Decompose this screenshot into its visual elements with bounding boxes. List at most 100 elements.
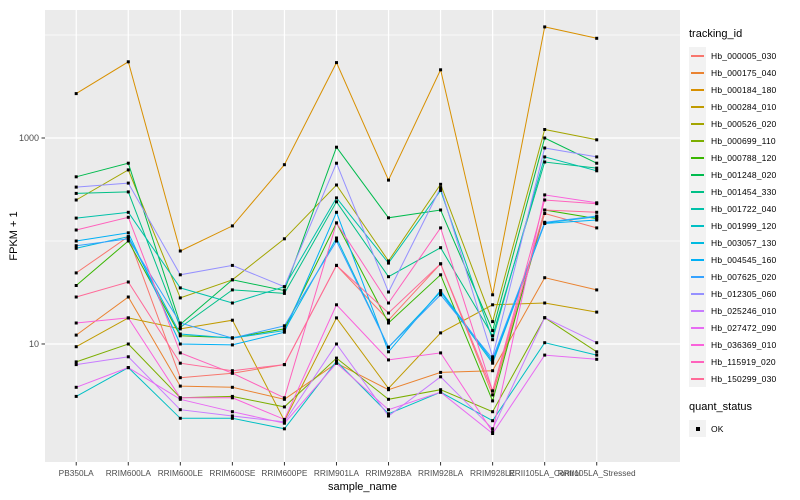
legend-line-key-icon: [689, 81, 706, 98]
legend-entry-Hb_036369_010: Hb_036369_010: [689, 336, 799, 353]
data-point-Hb_001454_330-RRII105LA_Control: [543, 160, 547, 164]
data-point-Hb_000526_020-RRIM600LE: [178, 296, 182, 300]
x-tick-label-RRIM928BA: RRIM928BA: [365, 468, 412, 478]
legend-entry-Hb_000005_030: Hb_000005_030: [689, 47, 799, 64]
data-point-Hb_000175_040-PB350LA: [74, 333, 78, 337]
legend-label: Hb_001999_120: [711, 220, 777, 231]
legend-label: Hb_000788_120: [711, 152, 777, 163]
data-point-Hb_000184_180-RRII105LA_Stressed: [595, 36, 599, 40]
data-point-Hb_001454_330-RRIM600PE: [282, 291, 286, 295]
data-point-Hb_150299_030-RRIM928BA: [387, 311, 390, 315]
data-point-Hb_036369_010-RRIM600PE: [282, 417, 286, 421]
data-point-Hb_000284_010-RRIM600SE: [230, 318, 234, 322]
data-point-Hb_150299_030-RRIM928LA: [439, 262, 443, 266]
data-point-Hb_150299_030-RRII105LA_Stressed: [595, 210, 599, 214]
data-point-Hb_000175_040-RRIM928LE: [491, 369, 495, 373]
legend-label: Hb_007625_020: [711, 271, 777, 282]
legend-label: Hb_000175_040: [711, 67, 777, 78]
legend-title-tracking-id: tracking_id: [689, 28, 743, 40]
data-point-Hb_004545_160-RRIM600LE: [178, 342, 182, 346]
legend-line-key-icon: [689, 149, 706, 166]
legend-line-key-icon: [689, 217, 706, 234]
legend-line-key-icon: [689, 183, 706, 200]
data-point-Hb_003057_130-PB350LA: [74, 246, 78, 250]
legend-label: Hb_115919_020: [711, 356, 776, 367]
data-point-Hb_115919_020-RRIM600LE: [178, 351, 182, 355]
legend-entry-Hb_025246_010: Hb_025246_010: [689, 302, 799, 319]
data-point-Hb_012305_060-PB350LA: [74, 185, 78, 189]
data-point-Hb_012305_060-RRIM600LA: [126, 181, 130, 185]
data-point-Hb_004545_160-RRIM600LA: [126, 231, 130, 235]
data-point-Hb_000526_020-PB350LA: [74, 198, 78, 202]
data-point-Hb_000526_020-RRII105LA_Stressed: [595, 138, 599, 142]
legend-line-key-icon: [689, 319, 706, 336]
data-point-Hb_007625_020-RRII105LA_Control: [543, 220, 547, 224]
data-point-Hb_027472_090-RRIM600PE: [282, 421, 286, 425]
data-point-Hb_001248_020-RRIM600PE: [282, 289, 286, 293]
data-point-Hb_000788_120-RRIM928BA: [387, 321, 390, 325]
data-point-Hb_150299_030-RRIM600PE: [282, 363, 286, 367]
data-point-Hb_000788_120-RRIM600LE: [178, 334, 182, 338]
data-point-Hb_001454_330-RRIM901LA: [335, 200, 338, 204]
data-point-Hb_001248_020-RRIM928BA: [387, 216, 390, 220]
legend-entry-Hb_000526_020: Hb_000526_020: [689, 115, 799, 132]
data-point-Hb_000526_020-RRIM600LA: [126, 168, 130, 172]
data-point-Hb_001722_040-RRIM600SE: [230, 301, 234, 305]
data-point-Hb_000184_180-RRIM901LA: [335, 61, 338, 65]
x-tick-label-RRIM600PE: RRIM600PE: [261, 468, 308, 478]
legend-line-key-icon: [689, 268, 706, 285]
data-point-Hb_012305_060-RRIM600PE: [282, 285, 286, 289]
legend-entry-Hb_027472_090: Hb_027472_090: [689, 319, 799, 336]
legend-line-key-icon: [689, 98, 706, 115]
legend-entry-Hb_150299_030: Hb_150299_030: [689, 370, 799, 387]
data-point-Hb_036369_010-RRIM928LE: [491, 430, 495, 434]
x-tick-label-PB350LA: PB350LA: [59, 468, 95, 478]
data-point-Hb_004545_160-RRII105LA_Stressed: [595, 218, 599, 222]
legend-entries: Hb_000005_030 Hb_000175_040 Hb_000184_180 H…: [689, 47, 799, 387]
data-point-Hb_027472_090-RRIM928LA: [439, 390, 443, 394]
data-point-Hb_036369_010-RRII105LA_Control: [543, 193, 547, 197]
data-point-Hb_007625_020-RRIM928LA: [439, 293, 443, 297]
data-point-Hb_000526_020-RRII105LA_Control: [543, 128, 547, 131]
data-point-Hb_001722_040-RRII105LA_Stressed: [595, 169, 599, 173]
data-point-Hb_150299_030-RRII105LA_Control: [543, 208, 547, 212]
data-point-Hb_025246_010-RRIM600LE: [178, 408, 182, 412]
data-point-Hb_001454_330-RRIM600SE: [230, 288, 234, 292]
legend-line-key-icon: [689, 132, 706, 149]
data-point-Hb_001248_020-PB350LA: [74, 175, 78, 179]
data-point-Hb_001454_330-RRII105LA_Stressed: [595, 166, 599, 170]
data-point-Hb_012305_060-RRII105LA_Stressed: [595, 155, 599, 159]
legend-line-key-icon: [689, 115, 706, 132]
legend-label: Hb_027472_090: [711, 322, 777, 333]
data-point-Hb_036369_010-RRIM600SE: [230, 396, 234, 400]
data-point-Hb_001248_020-RRII105LA_Control: [543, 136, 547, 140]
legend-entry-Hb_001248_020: Hb_001248_020: [689, 166, 799, 183]
data-point-Hb_012305_060-RRII105LA_Control: [543, 146, 547, 150]
data-point-Hb_001248_020-RRIM901LA: [335, 145, 338, 149]
data-point-Hb_003057_130-RRIM600PE: [282, 329, 286, 333]
data-point-Hb_000005_030-RRIM600LE: [178, 376, 182, 380]
data-point-Hb_115919_020-RRII105LA_Control: [543, 198, 547, 202]
data-point-Hb_004545_160-RRIM928LE: [491, 359, 495, 363]
data-point-Hb_000184_180-RRIM600PE: [282, 163, 286, 167]
legend-entry-Hb_000284_010: Hb_000284_010: [689, 98, 799, 115]
data-point-Hb_001722_040-RRIM928BA: [387, 261, 390, 265]
data-point-Hb_150299_030-PB350LA: [74, 295, 78, 299]
legend-line-key-icon: [689, 336, 706, 353]
x-tick-label-RRIM901LA: RRIM901LA: [314, 468, 360, 478]
data-point-Hb_115919_020-RRII105LA_Stressed: [595, 202, 599, 206]
data-point-Hb_000284_010-RRII105LA_Control: [543, 301, 547, 305]
legend-entry-Hb_001722_040: Hb_001722_040: [689, 200, 799, 217]
data-point-Hb_007625_020-RRIM600PE: [282, 324, 286, 328]
data-point-Hb_012305_060-RRIM901LA: [335, 161, 338, 165]
x-tick-label-RRIM928LE: RRIM928LE: [470, 468, 516, 478]
data-point-Hb_000526_020-RRIM600PE: [282, 237, 286, 241]
data-point-Hb_000699_110-RRII105LA_Stressed: [595, 350, 599, 354]
legend-entry-ok: OK: [689, 420, 799, 437]
data-point-Hb_027472_090-RRIM600SE: [230, 410, 234, 414]
data-point-Hb_150299_030-RRIM600SE: [230, 369, 234, 373]
legend-entry-Hb_115919_020: Hb_115919_020: [689, 353, 799, 370]
data-point-Hb_007625_020-RRIM600LE: [178, 321, 182, 325]
data-point-Hb_036369_010-RRIM928LA: [439, 351, 443, 355]
